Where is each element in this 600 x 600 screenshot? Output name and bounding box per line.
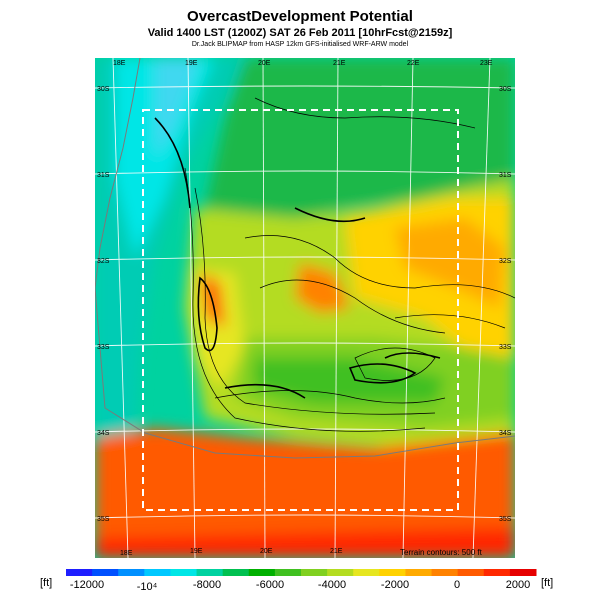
colorbar-unit-right: [ft] (541, 577, 553, 589)
colorbar-ticks: -12000 -10⁴ -8000 -6000 -4000 -2000 0 20… (70, 579, 530, 593)
lon-labels-top: 18E 19E 20E 21E 22E 23E (113, 60, 493, 67)
lat-labels-right: 30S 31S 32S 33S 34S 35S (499, 86, 512, 523)
svg-text:33S: 33S (499, 344, 512, 351)
svg-text:21E: 21E (330, 548, 343, 555)
colorbar-swatch (405, 569, 433, 576)
svg-text:31S: 31S (499, 172, 512, 179)
colorbar-tick: -12000 (70, 579, 104, 591)
colorbar-tick: -4000 (318, 579, 346, 591)
colorbar-tick: -6000 (256, 579, 284, 591)
colorbar-swatch (327, 569, 354, 576)
inner-domain-box (142, 109, 459, 511)
svg-text:19E: 19E (185, 60, 198, 67)
svg-text:19E: 19E (190, 548, 203, 555)
svg-text:31S: 31S (97, 172, 110, 179)
svg-text:30S: 30S (499, 86, 512, 93)
terrain-contours-bold (154, 117, 441, 399)
forecast-map: 18E 19E 20E 21E 22E 23E 18E 19E 20E 21E … (95, 58, 515, 558)
svg-text:34S: 34S (499, 430, 512, 437)
colorbar-swatch (118, 569, 145, 576)
colorbar-swatch (353, 569, 380, 576)
svg-text:32S: 32S (499, 258, 512, 265)
svg-text:22E: 22E (407, 60, 420, 67)
colorbar-swatch (170, 569, 198, 576)
colorbar-tick: 0 (454, 579, 460, 591)
svg-text:33S: 33S (97, 344, 110, 351)
colorbar-tick: -2000 (381, 579, 409, 591)
lon-labels-bottom: 18E 19E 20E 21E (120, 548, 343, 557)
svg-text:30S: 30S (97, 86, 110, 93)
colorbar-swatch (274, 569, 302, 576)
colorbar-swatch (379, 569, 406, 576)
coastline (95, 58, 515, 459)
colorbar: [ft] [ft] -12000 -10⁴ -8000 -6000 -4000 … (40, 569, 553, 593)
colorbar-swatch (92, 569, 119, 576)
terrain-contour-note: Terrain contours: 500 ft (400, 548, 483, 557)
svg-text:20E: 20E (258, 60, 271, 67)
colorbar-swatch (144, 569, 171, 576)
svg-text:18E: 18E (120, 550, 133, 557)
colorbar-swatches (66, 569, 537, 576)
colorbar-unit-left: [ft] (40, 577, 52, 589)
svg-text:35S: 35S (499, 516, 512, 523)
colorbar-swatch (222, 569, 250, 576)
lat-labels-left: 30S 31S 32S 33S 34S 35S (97, 86, 110, 523)
colorbar-tick: -8000 (193, 579, 221, 591)
svg-text:32S: 32S (97, 258, 110, 265)
svg-text:21E: 21E (333, 60, 346, 67)
svg-text:34S: 34S (97, 430, 110, 437)
colorbar-swatch (66, 569, 93, 576)
colorbar-swatch (483, 569, 511, 576)
colorbar-swatch (457, 569, 485, 576)
colorbar-swatch (301, 569, 328, 576)
colorbar-swatch (196, 569, 224, 576)
colorbar-swatch (431, 569, 459, 576)
svg-text:18E: 18E (113, 60, 126, 67)
colorbar-swatch (509, 569, 537, 576)
svg-text:20E: 20E (260, 548, 273, 555)
map-title: OvercastDevelopment Potential (187, 8, 413, 25)
colorbar-tick: -10⁴ (137, 581, 158, 593)
model-credit: Dr.Jack BLIPMAP from HASP 12km GFS-initi… (191, 41, 409, 48)
lat-lon-grid (95, 58, 515, 558)
colorbar-tick: 2000 (506, 579, 530, 591)
colorbar-swatch (248, 569, 276, 576)
terrain-contours (184, 97, 515, 432)
svg-text:23E: 23E (480, 60, 493, 67)
svg-text:35S: 35S (97, 516, 110, 523)
map-subtitle: Valid 1400 LST (1200Z) SAT 26 Feb 2011 [… (147, 27, 453, 39)
